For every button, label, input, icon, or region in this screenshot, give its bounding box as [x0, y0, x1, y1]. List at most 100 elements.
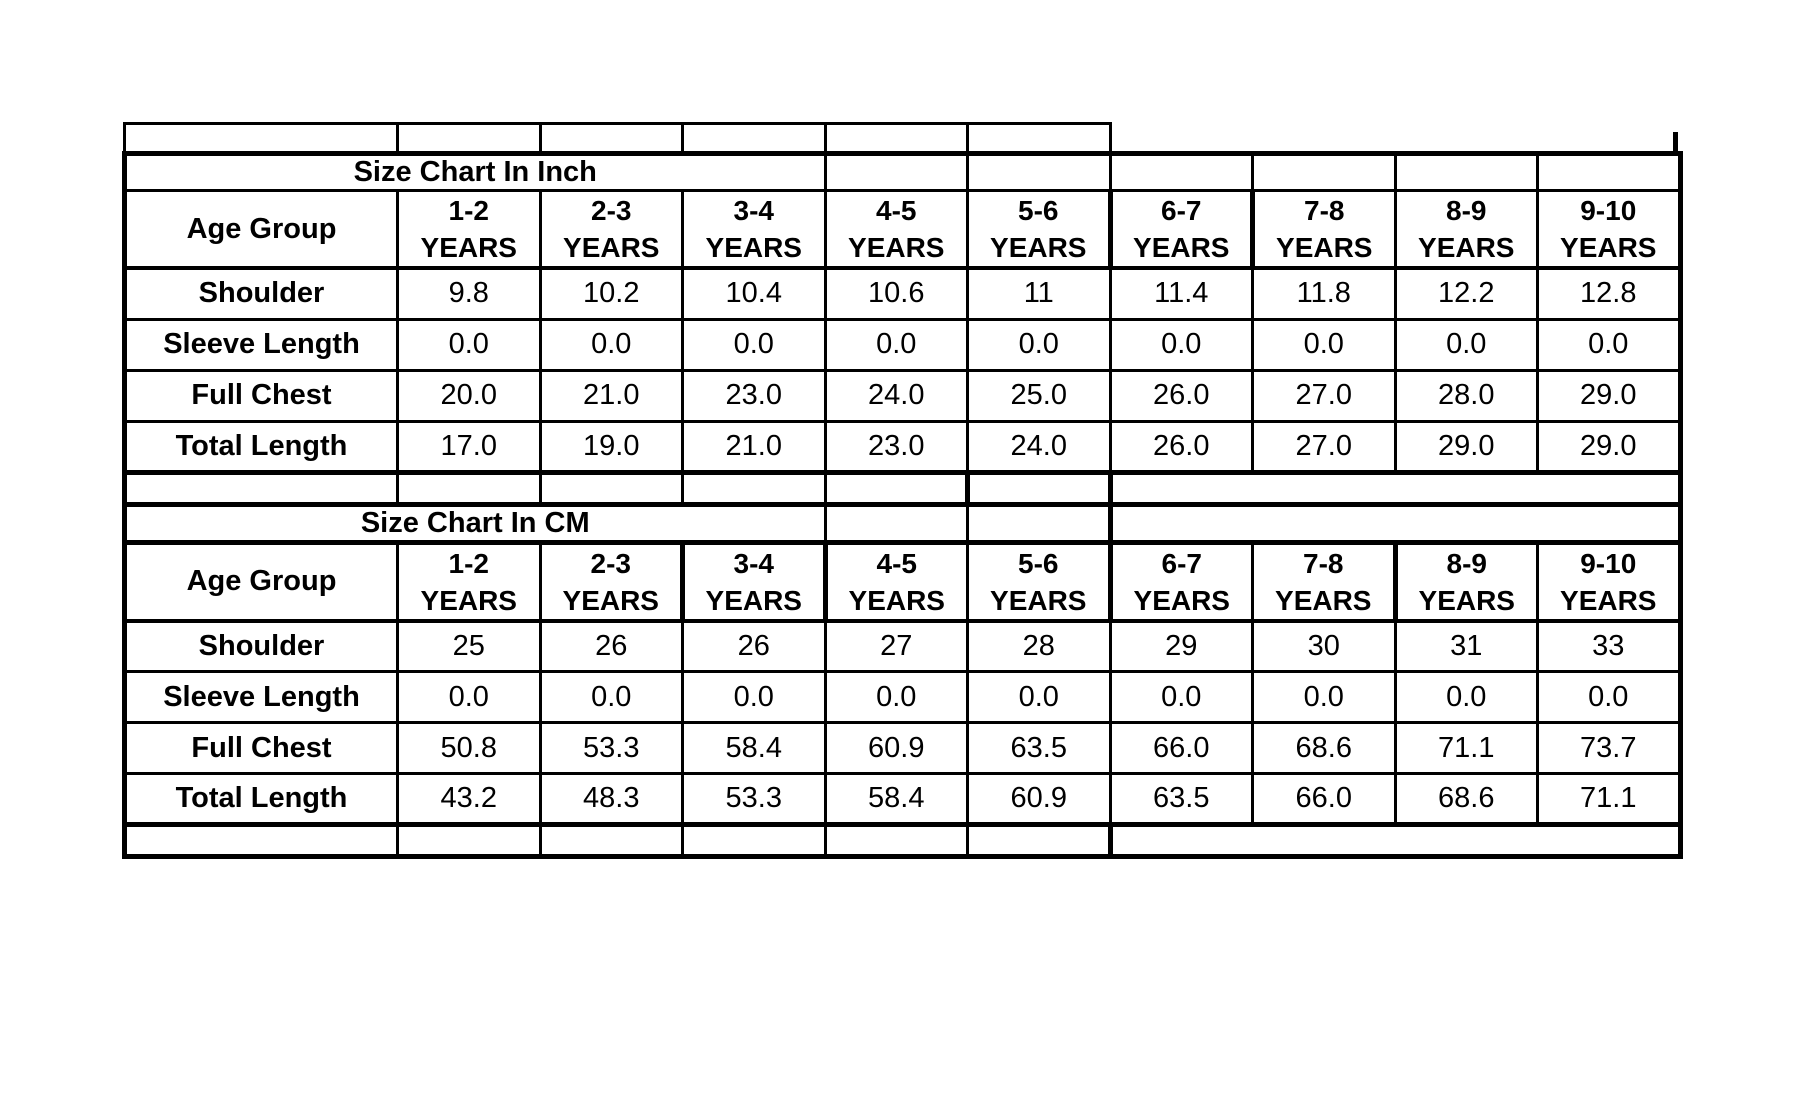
value-cell: 71.1 [1536, 772, 1683, 827]
value-cell: 0.0 [966, 670, 1112, 724]
value-cell: 24.0 [966, 419, 1112, 475]
empty-cell [681, 122, 827, 155]
value-cell: 11 [966, 266, 1112, 321]
value-cell: 0.0 [966, 317, 1112, 372]
cm-length-row: Total Length 43.2 48.3 53.3 58.4 60.9 63… [122, 772, 1683, 827]
empty-cell [1393, 151, 1539, 192]
value-cell: 29.0 [1536, 419, 1683, 475]
empty-cell [1536, 151, 1683, 192]
cm-title-row: Size Chart In CM [122, 502, 1683, 545]
age-header: 8-9 YEARS [1392, 540, 1539, 623]
value-cell: 26 [681, 619, 827, 673]
value-cell: 28 [966, 619, 1112, 673]
empty-cell [823, 502, 969, 545]
row-label: Sleeve Length [122, 317, 399, 372]
age-years-word: YEARS [1133, 232, 1230, 263]
inch-title-row: Size Chart In Inch [122, 151, 1683, 192]
value-cell: 27.0 [1251, 368, 1397, 423]
value-cell: 25 [396, 619, 542, 673]
age-range: 9-10 [1580, 547, 1637, 579]
age-header: 9-10 YEARS [1536, 540, 1683, 623]
inch-length-row: Total Length 17.0 19.0 21.0 23.0 24.0 26… [122, 419, 1683, 475]
value-cell: 10.2 [538, 266, 684, 321]
empty-cell [823, 151, 969, 192]
value-cell: 63.5 [1108, 772, 1254, 827]
age-range: 3-4 [733, 547, 774, 579]
empty-region [1108, 470, 1683, 507]
empty-cell [681, 470, 827, 507]
age-range: 5-6 [1018, 195, 1059, 226]
age-years-word: YEARS [990, 232, 1087, 263]
empty-cell [965, 470, 1113, 507]
value-cell: 28.0 [1393, 368, 1539, 423]
value-cell: 0.0 [681, 317, 827, 372]
value-cell: 50.8 [396, 721, 542, 775]
value-cell: 26 [538, 619, 684, 673]
empty-region [1110, 123, 1680, 154]
empty-region [1107, 502, 1683, 545]
value-cell: 11.8 [1251, 266, 1397, 321]
inch-sleeve-row: Sleeve Length 0.0 0.0 0.0 0.0 0.0 0.0 0.… [122, 317, 1683, 372]
value-cell: 31 [1393, 619, 1539, 673]
grid-line-segment [1673, 132, 1678, 154]
value-cell: 0.0 [681, 670, 827, 724]
table-title: Size Chart In Inch [122, 151, 827, 192]
value-cell: 0.0 [1251, 317, 1397, 372]
value-cell: 29.0 [1393, 419, 1539, 475]
empty-cell [823, 122, 969, 155]
value-cell: 21.0 [538, 368, 684, 423]
value-cell: 10.4 [681, 266, 827, 321]
age-years-word: YEARS [1560, 232, 1657, 263]
value-cell: 24.0 [823, 368, 969, 423]
value-cell: 10.6 [823, 266, 969, 321]
age-group-label: Age Group [122, 540, 399, 623]
row-label: Shoulder [122, 619, 399, 673]
empty-cell [823, 823, 969, 859]
value-cell: 68.6 [1393, 772, 1539, 827]
value-cell: 26.0 [1108, 419, 1254, 475]
inch-age-header-row: Age Group 1-2 YEARS 2-3 YEARS 3-4 YEARS 4-5… [122, 189, 1683, 270]
age-header: 9-10 YEARS [1536, 189, 1683, 270]
size-chart-table: Size Chart In Inch Age Group 1-2 YEARS 2-… [122, 122, 1683, 859]
value-cell: 60.9 [823, 721, 969, 775]
row-label: Full Chest [122, 368, 399, 423]
age-range: 8-9 [1446, 195, 1487, 226]
value-cell: 25.0 [966, 368, 1112, 423]
age-header: 4-5 YEARS [822, 540, 969, 623]
age-header: 8-9 YEARS [1393, 189, 1539, 270]
age-years-word: YEARS [990, 584, 1087, 616]
value-cell: 71.1 [1393, 721, 1539, 775]
age-header: 5-6 YEARS [966, 189, 1112, 270]
cm-chest-row: Full Chest 50.8 53.3 58.4 60.9 63.5 66.0… [122, 721, 1683, 775]
value-cell: 0.0 [538, 317, 684, 372]
empty-cell [966, 151, 1112, 192]
value-cell: 26.0 [1108, 368, 1254, 423]
value-cell: 58.4 [681, 721, 827, 775]
empty-cell [538, 823, 684, 859]
value-cell: 27 [823, 619, 969, 673]
size-chart-grid: Size Chart In Inch Age Group 1-2 YEARS 2-… [122, 122, 1683, 859]
empty-cell [123, 122, 399, 155]
top-spacer-row [123, 122, 1680, 155]
table-title: Size Chart In CM [122, 502, 827, 545]
empty-cell [681, 823, 827, 859]
value-cell: 66.0 [1251, 772, 1397, 827]
age-range: 5-6 [1018, 547, 1059, 579]
age-range: 7-8 [1304, 195, 1345, 226]
value-cell: 23.0 [681, 368, 827, 423]
value-cell: 33 [1536, 619, 1683, 673]
value-cell: 0.0 [1251, 670, 1397, 724]
value-cell: 17.0 [396, 419, 542, 475]
age-range: 4-5 [876, 547, 917, 579]
value-cell: 0.0 [396, 670, 542, 724]
value-cell: 0.0 [1108, 317, 1254, 372]
inch-shoulder-row: Shoulder 9.8 10.2 10.4 10.6 11 11.4 11.8… [122, 266, 1683, 321]
age-range: 9-10 [1580, 195, 1637, 226]
bottom-spacer-row [122, 823, 1683, 859]
empty-cell [122, 470, 399, 507]
value-cell: 0.0 [823, 317, 969, 372]
age-header: 3-4 YEARS [680, 540, 827, 623]
row-label: Sleeve Length [122, 670, 399, 724]
value-cell: 63.5 [966, 721, 1112, 775]
